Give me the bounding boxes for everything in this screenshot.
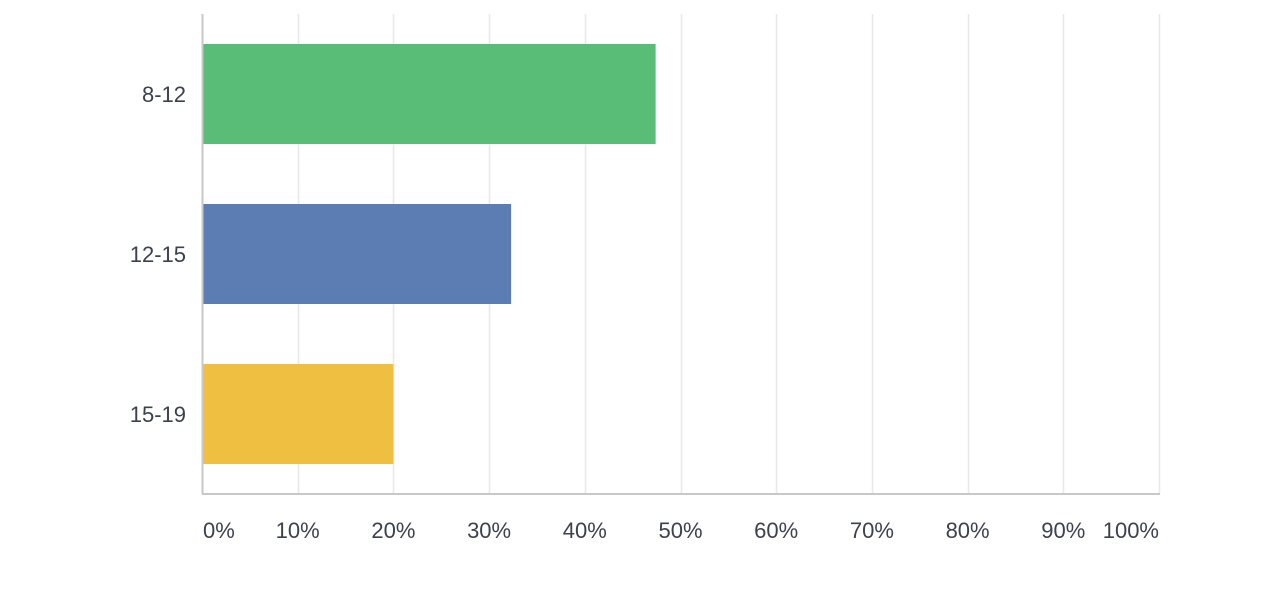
x-tick-label: 70% bbox=[850, 518, 894, 543]
x-tick-label: 40% bbox=[563, 518, 607, 543]
x-tick-label: 80% bbox=[946, 518, 990, 543]
category-label: 15-19 bbox=[130, 402, 186, 427]
bar-8-12 bbox=[202, 44, 656, 144]
category-label: 8-12 bbox=[142, 82, 186, 107]
category-label: 12-15 bbox=[130, 242, 186, 267]
x-tick-labels: 0% 10% 20% 30% 40% 50% 60% 70% 80% 90% 100% bbox=[203, 518, 1159, 543]
bar-12-15 bbox=[202, 204, 512, 304]
x-tick-label: 30% bbox=[467, 518, 511, 543]
category-labels: 8-12 12-15 15-19 bbox=[130, 82, 186, 427]
axes bbox=[201, 14, 1160, 495]
x-tick-label: 20% bbox=[371, 518, 415, 543]
x-tick-label: 0% bbox=[203, 518, 235, 543]
bars bbox=[202, 44, 656, 464]
x-tick-label: 90% bbox=[1041, 518, 1085, 543]
x-tick-label: 10% bbox=[276, 518, 320, 543]
x-tick-label: 50% bbox=[658, 518, 702, 543]
bar-15-19 bbox=[202, 364, 394, 464]
x-tick-label: 100% bbox=[1103, 518, 1159, 543]
x-tick-label: 60% bbox=[754, 518, 798, 543]
